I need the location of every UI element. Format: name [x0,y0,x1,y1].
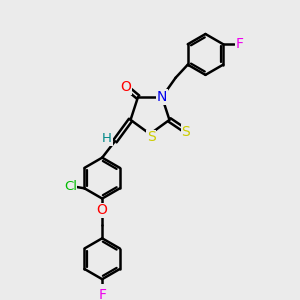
Text: S: S [181,125,190,139]
Text: N: N [157,90,167,104]
Text: Cl: Cl [64,180,77,194]
Text: S: S [147,130,156,144]
Text: O: O [121,80,131,94]
Text: H: H [102,132,112,146]
Text: O: O [97,203,108,218]
Text: F: F [236,37,244,51]
Text: F: F [98,288,106,300]
